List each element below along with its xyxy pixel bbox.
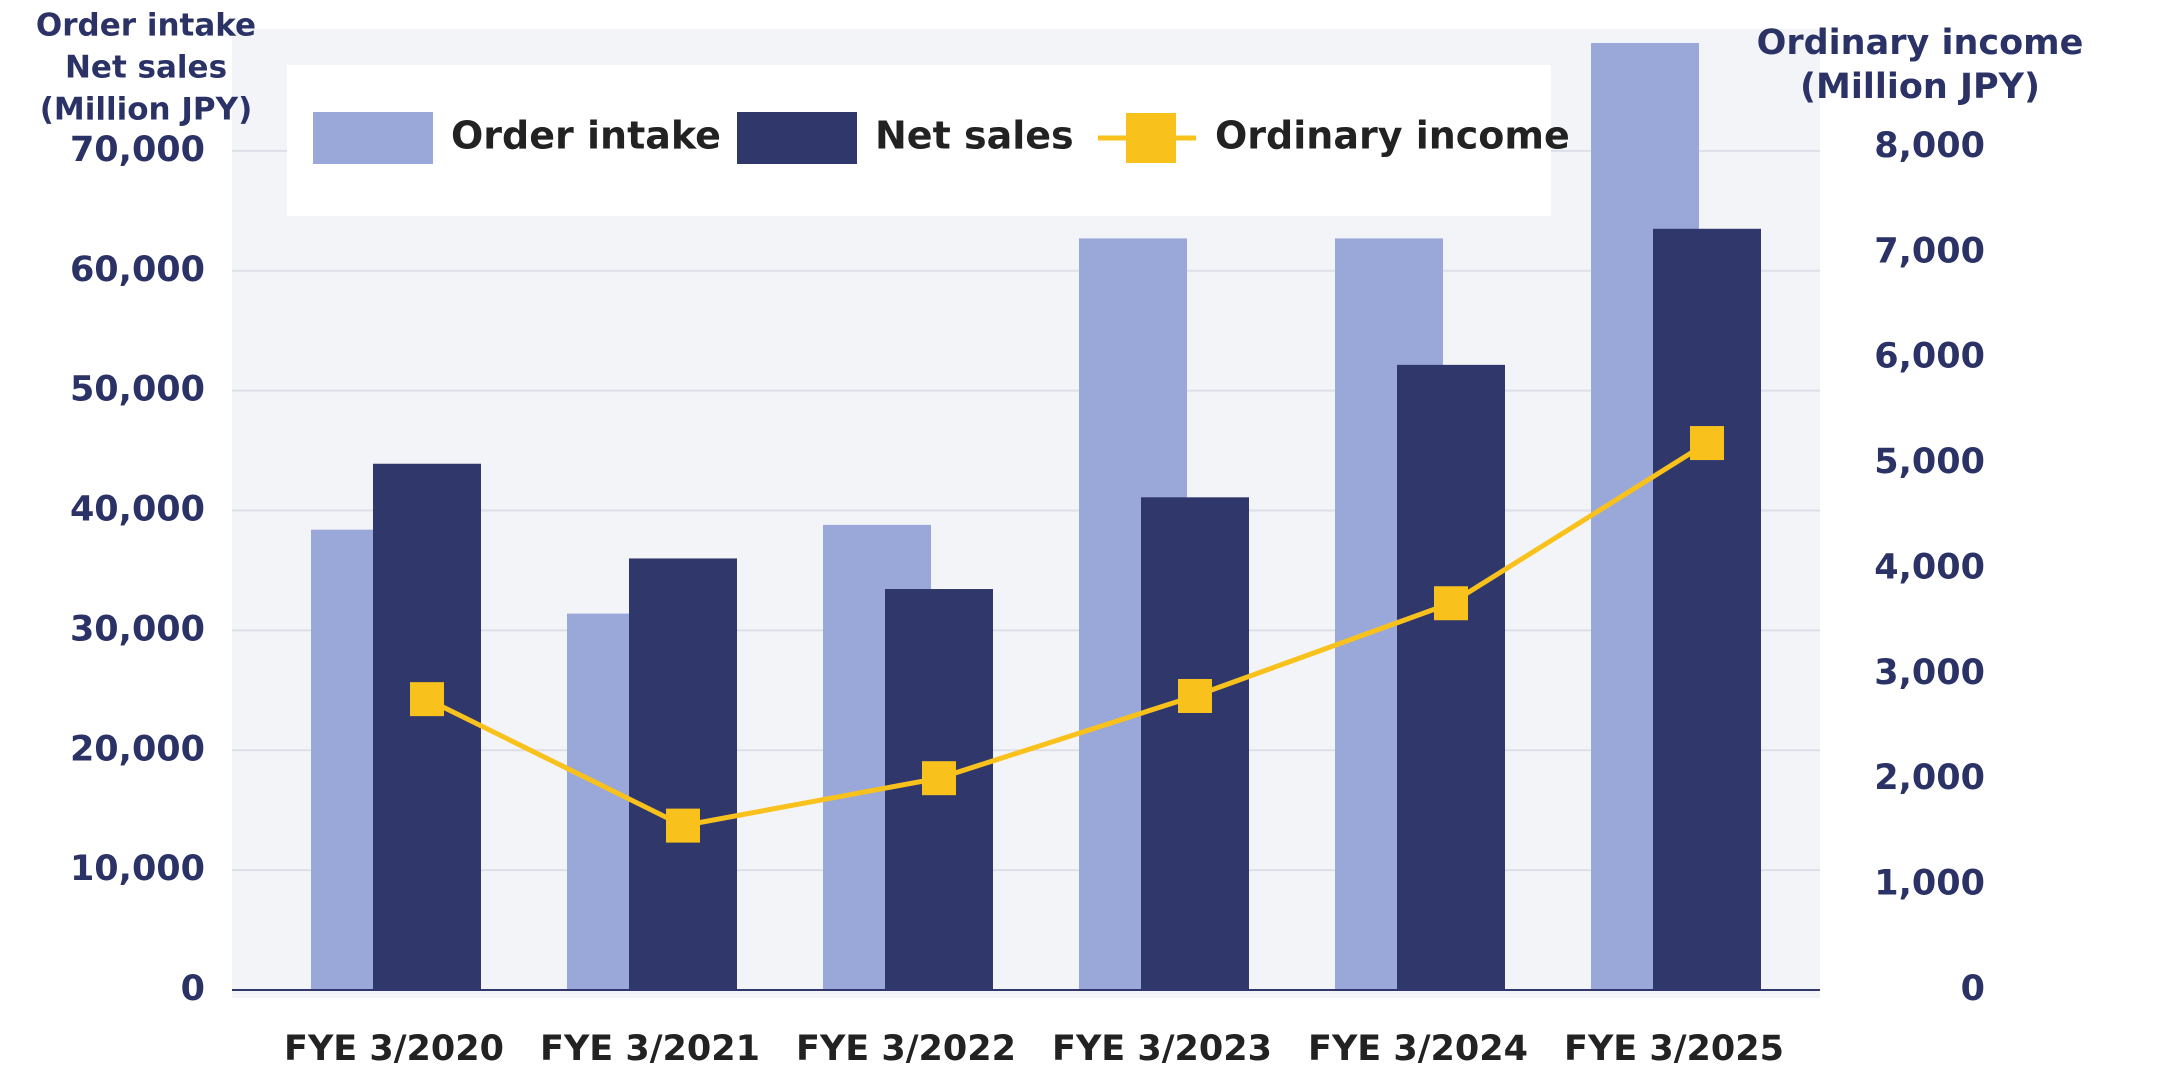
marker [410,682,444,717]
y-tick-label: 70,000 [70,130,205,170]
y-axis-title: Net sales [65,50,227,86]
y-axis-title: (Million JPY) [40,92,253,128]
legend-label: Order intake [451,114,721,158]
marker [666,808,700,843]
legend [287,65,1551,216]
y2-axis-title: (Million JPY) [1800,67,2040,107]
x-tick-label: FYE 3/2025 [1564,1029,1784,1069]
bar [1397,364,1505,990]
marker [922,761,956,796]
y-tick-label: 60,000 [70,250,205,290]
y-tick-label: 50,000 [70,370,205,410]
marker [1178,678,1212,713]
y-tick-label: 0 [181,969,205,1009]
bar [1653,228,1761,990]
x-tick-label: FYE 3/2021 [540,1029,760,1069]
line [425,440,1709,829]
x-tick-label: FYE 3/2024 [1308,1029,1528,1069]
legend-swatch [737,112,857,164]
marker [1434,586,1468,621]
y2-axis-title: Ordinary income [1757,23,2084,63]
y2-tick-label: 7,000 [1874,231,1985,271]
y2-tick-label: 5,000 [1874,442,1985,482]
y-tick-label: 10,000 [70,849,205,889]
y-tick-label: 20,000 [70,729,205,769]
legend-label: Net sales [875,114,1074,158]
marker [1690,426,1724,461]
legend-swatch [1126,113,1176,163]
y2-tick-label: 8,000 [1874,126,1985,166]
y-tick-label: 40,000 [70,490,205,530]
legend-swatch [313,112,433,164]
y2-tick-label: 2,000 [1874,758,1985,798]
y2-tick-label: 3,000 [1874,653,1985,693]
y-axis-title: Order intake [36,8,256,44]
bar [1141,497,1249,990]
x-tick-label: FYE 3/2023 [1052,1029,1272,1069]
bar [629,558,737,990]
y2-tick-label: 0 [1961,969,1985,1009]
bar [373,463,481,990]
x-tick-label: FYE 3/2020 [284,1029,504,1069]
legend-label: Ordinary income [1215,114,1570,158]
x-tick-label: FYE 3/2022 [796,1029,1016,1069]
y2-tick-label: 1,000 [1874,864,1985,904]
y2-tick-label: 6,000 [1874,337,1985,377]
y2-tick-label: 4,000 [1874,547,1985,587]
y-tick-label: 30,000 [70,609,205,649]
